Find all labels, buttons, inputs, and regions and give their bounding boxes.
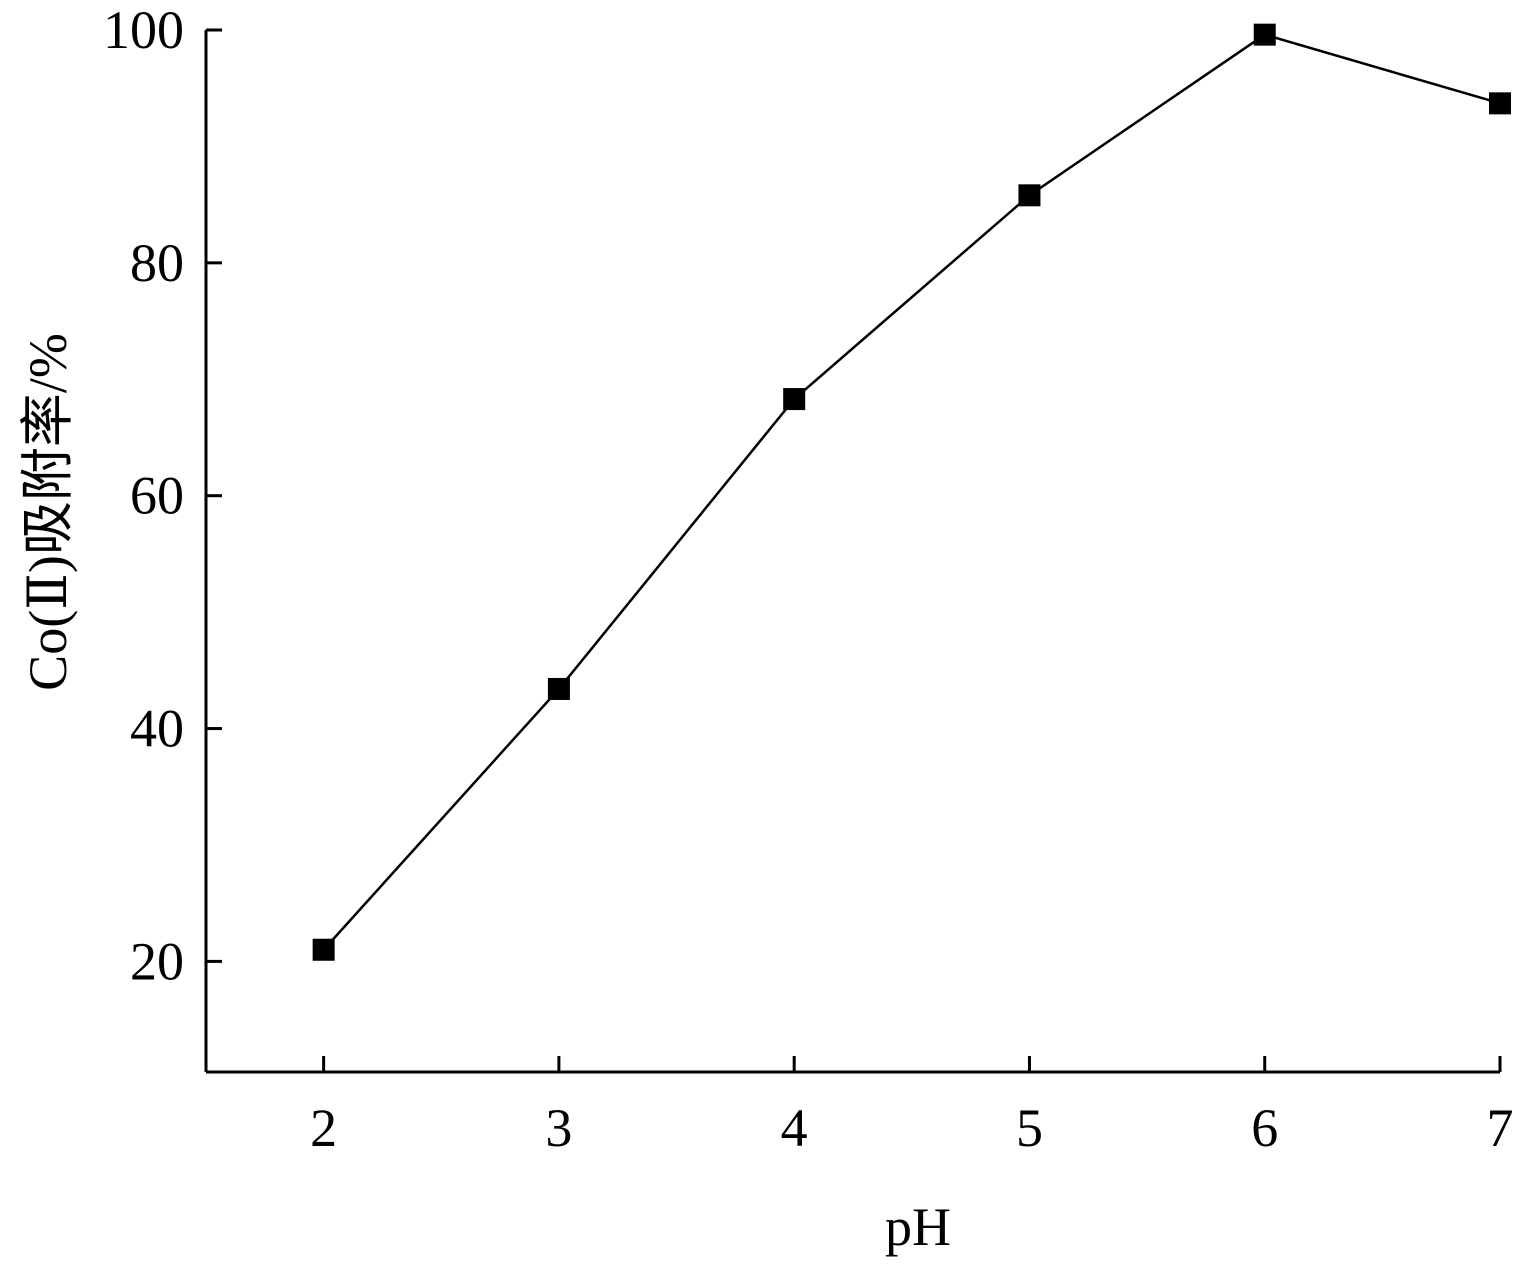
- data-point: [312, 938, 335, 961]
- series-line: [322, 33, 1501, 951]
- y-tick-label: 100: [103, 0, 184, 60]
- y-tick-label: 60: [130, 466, 184, 526]
- y-tick-label: 20: [130, 931, 184, 991]
- y-tick-label: 80: [130, 233, 184, 293]
- x-tick-label: 5: [1016, 1098, 1043, 1158]
- ticks: 2 3 4 5 6 7 20 40 60 80 100: [103, 0, 1514, 1158]
- x-tick-label: 6: [1251, 1098, 1278, 1158]
- y-axis-title: Co(Ⅱ)吸附率/%: [18, 333, 78, 691]
- data-point: [547, 677, 570, 700]
- data-point: [1018, 184, 1041, 207]
- data-point: [1253, 23, 1276, 46]
- x-axis-title: pH: [885, 1197, 951, 1257]
- x-tick-label: 2: [310, 1098, 337, 1158]
- axes: [204, 30, 1500, 1074]
- data-point: [1489, 92, 1511, 115]
- x-tick-label: 7: [1487, 1098, 1514, 1158]
- x-tick-label: 4: [781, 1098, 808, 1158]
- data-point: [783, 388, 806, 411]
- y-tick-label: 40: [130, 699, 184, 759]
- series: [312, 23, 1511, 961]
- x-tick-label: 3: [545, 1098, 572, 1158]
